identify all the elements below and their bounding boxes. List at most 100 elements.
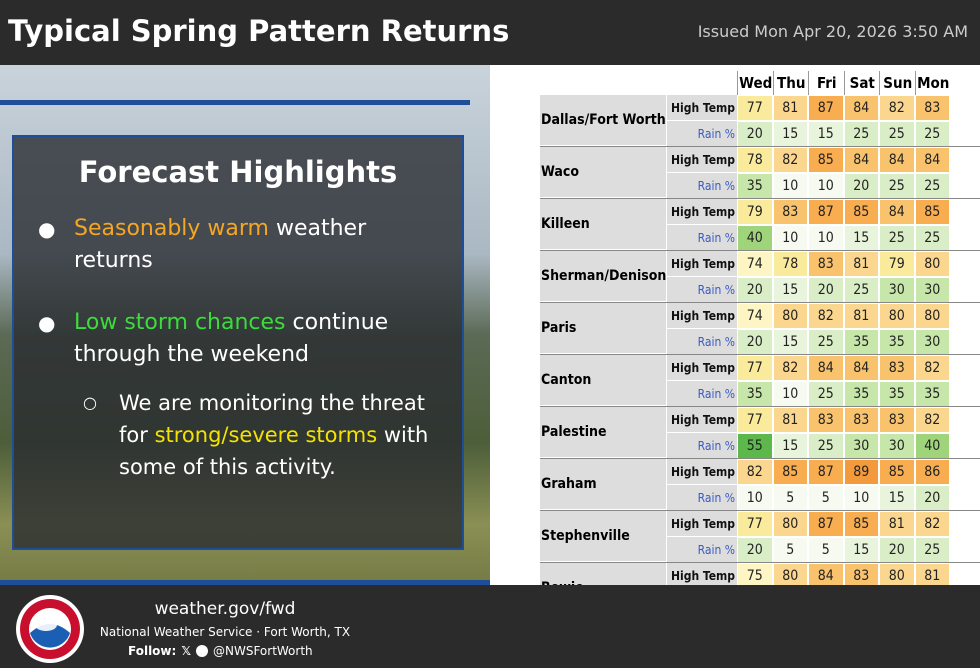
forecast-cell: 85 bbox=[808, 147, 844, 173]
highlight-text: Seasonably warm bbox=[74, 216, 269, 241]
forecast-cell: 83 bbox=[843, 563, 879, 589]
city-name: Stephenville bbox=[540, 511, 666, 561]
row-divider bbox=[540, 302, 980, 303]
forecast-cell: 20 bbox=[808, 277, 844, 303]
row-label: Rain % bbox=[667, 329, 738, 354]
footer: weather.gov/fwd National Weather Service… bbox=[0, 585, 980, 668]
forecast-cell: 78 bbox=[772, 251, 808, 277]
forecast-cell: 84 bbox=[879, 199, 915, 225]
forecast-cell: 82 bbox=[914, 355, 950, 381]
forecast-cell: 35 bbox=[843, 329, 879, 355]
forecast-cell: 15 bbox=[843, 537, 879, 563]
forecast-cell: 79 bbox=[737, 199, 773, 225]
highlight-text: strong/severe storms bbox=[154, 423, 378, 447]
forecast-cell: 85 bbox=[914, 199, 950, 225]
forecast-cell: 83 bbox=[808, 407, 844, 433]
forecast-cell: 83 bbox=[843, 407, 879, 433]
forecast-cell: 35 bbox=[879, 381, 915, 407]
forecast-cell: 74 bbox=[737, 303, 773, 329]
site[interactable]: weather.gov/fwd bbox=[154, 599, 296, 619]
row-label: High Temp bbox=[667, 199, 738, 224]
forecast-cell: 15 bbox=[808, 121, 844, 147]
forecast-cell: 87 bbox=[808, 459, 844, 485]
forecast-cell: 80 bbox=[879, 563, 915, 589]
forecast-cell: 30 bbox=[914, 277, 950, 303]
row-label: Rain % bbox=[667, 381, 738, 406]
forecast-cell: 5 bbox=[808, 537, 844, 563]
forecast-cell: 81 bbox=[772, 95, 808, 121]
forecast-cell: 35 bbox=[737, 173, 773, 199]
forecast-cell: 84 bbox=[843, 147, 879, 173]
city-name: Waco bbox=[540, 147, 666, 197]
row-divider bbox=[540, 510, 980, 511]
forecast-cell: 15 bbox=[772, 121, 808, 147]
city-name: Killeen bbox=[540, 199, 666, 249]
office: National Weather Service · Fort Worth, T… bbox=[99, 625, 351, 639]
forecast-cell: 80 bbox=[772, 563, 808, 589]
forecast-cell: 83 bbox=[914, 95, 950, 121]
forecast-cell: 35 bbox=[737, 381, 773, 407]
forecast-cell: 25 bbox=[879, 121, 915, 147]
forecast-cell: 78 bbox=[737, 147, 773, 173]
highlight-text: with some of this activity. bbox=[119, 423, 436, 479]
row-label: High Temp bbox=[667, 563, 738, 588]
forecast-cell: 87 bbox=[808, 95, 844, 121]
forecast-cell: 25 bbox=[843, 121, 879, 147]
day-header: Fri bbox=[808, 71, 845, 95]
forecast-cell: 77 bbox=[737, 407, 773, 433]
forecast-cell: 25 bbox=[914, 537, 950, 563]
forecast-cell: 89 bbox=[843, 459, 879, 485]
city-name: Paris bbox=[540, 303, 666, 353]
forecast-cell: 83 bbox=[879, 407, 915, 433]
highlight-item: ● Low storm chances continue through the … bbox=[38, 307, 442, 371]
day-header: Wed bbox=[737, 71, 774, 95]
highlight-list: ● Seasonably warm weather returns ● Low sto… bbox=[14, 213, 462, 483]
forecast-cell: 25 bbox=[808, 329, 844, 355]
forecast-cell: 15 bbox=[843, 225, 879, 251]
highlight-text: continue through the weekend bbox=[74, 310, 396, 367]
forecast-cell: 25 bbox=[914, 173, 950, 199]
forecast-cell: 20 bbox=[914, 485, 950, 511]
forecast-cell: 84 bbox=[808, 563, 844, 589]
highlight-text: weather returns bbox=[74, 216, 374, 273]
forecast-cell: 15 bbox=[772, 433, 808, 459]
row-label: High Temp bbox=[667, 95, 738, 120]
forecast-cell: 85 bbox=[843, 511, 879, 537]
forecast-cell: 40 bbox=[737, 225, 773, 251]
city-name: Graham bbox=[540, 459, 666, 509]
highlights-title: Forecast Highlights bbox=[78, 155, 398, 189]
row-label: High Temp bbox=[667, 511, 738, 536]
handle[interactable]: @NWSFortWorth bbox=[212, 644, 313, 658]
row-label: High Temp bbox=[667, 303, 738, 328]
city-name: Sherman/Denison bbox=[540, 251, 666, 301]
forecast-cell: 55 bbox=[737, 433, 773, 459]
forecast-cell: 10 bbox=[843, 485, 879, 511]
forecast-cell: 20 bbox=[843, 173, 879, 199]
forecast-cell: 20 bbox=[737, 329, 773, 355]
forecast-cell: 25 bbox=[843, 277, 879, 303]
day-header: Sun bbox=[879, 71, 916, 95]
forecast-cell: 15 bbox=[772, 277, 808, 303]
x-icon[interactable]: 𝕏 bbox=[181, 644, 191, 658]
row-label: High Temp bbox=[667, 251, 738, 276]
facebook-icon[interactable] bbox=[195, 645, 208, 657]
forecast-cell: 84 bbox=[879, 147, 915, 173]
forecast-cell: 80 bbox=[772, 303, 808, 329]
issued: Issued Mon Apr 20, 2026 3:50 AM bbox=[697, 22, 968, 41]
forecast-cell: 5 bbox=[772, 537, 808, 563]
forecast-cell: 25 bbox=[879, 173, 915, 199]
forecast-cell: 87 bbox=[808, 199, 844, 225]
forecast-cell: 25 bbox=[808, 433, 844, 459]
highlight-item: ● Seasonably warm weather returns bbox=[38, 213, 442, 277]
forecast-cell: 80 bbox=[879, 303, 915, 329]
row-label: Rain % bbox=[667, 537, 738, 562]
highlights-panel: Forecast Highlights ● Seasonably warm wea… bbox=[12, 135, 464, 550]
row-label: Rain % bbox=[667, 121, 738, 146]
row-divider bbox=[540, 250, 980, 251]
forecast-cell: 10 bbox=[808, 173, 844, 199]
forecast-cell: 15 bbox=[772, 329, 808, 355]
forecast-cell: 20 bbox=[737, 121, 773, 147]
forecast-cell: 82 bbox=[914, 407, 950, 433]
forecast-cell: 77 bbox=[737, 95, 773, 121]
